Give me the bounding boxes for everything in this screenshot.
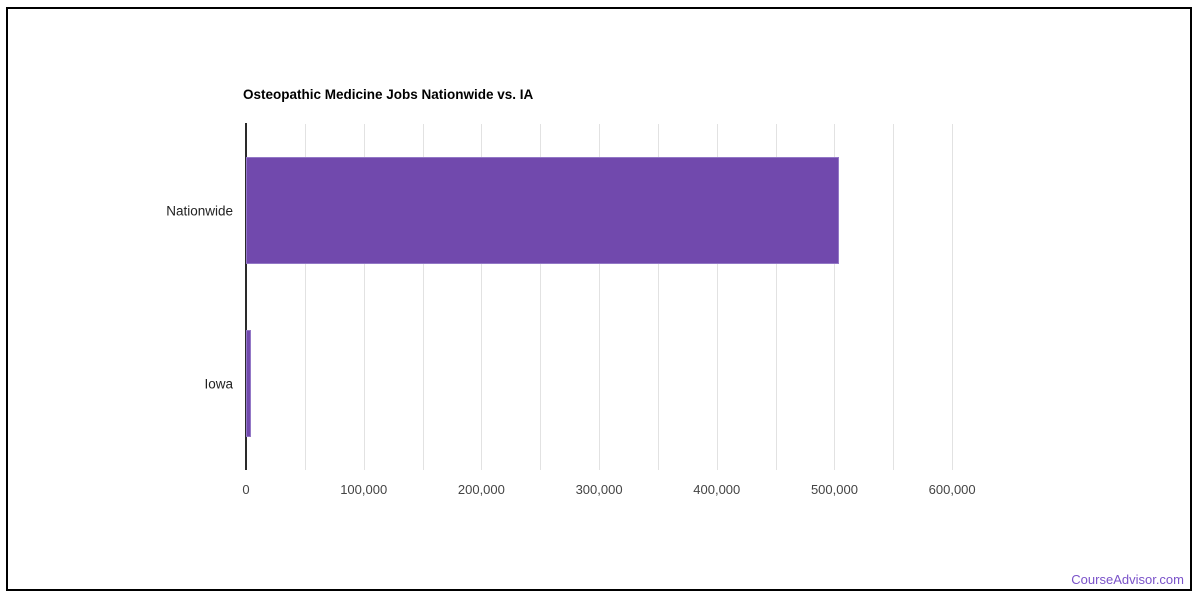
bar-iowa [246, 330, 251, 437]
gridline [540, 124, 542, 470]
bar-nationwide [246, 157, 840, 264]
gridline [775, 124, 777, 470]
x-tick-label: 200,000 [457, 482, 505, 497]
chart-title: Osteopathic Medicine Jobs Nationwide vs.… [243, 87, 534, 102]
gridline [422, 124, 424, 470]
gridline [599, 124, 601, 470]
gridline [481, 124, 483, 470]
gridline [893, 124, 895, 470]
x-tick-label: 0 [242, 482, 250, 497]
gridline [657, 124, 659, 470]
category-label-iowa: Iowa [204, 376, 233, 392]
y-axis-labels: Nationwide Iowa [0, 124, 233, 470]
category-label-nationwide: Nationwide [166, 203, 233, 219]
x-tick-label: 500,000 [810, 482, 858, 497]
x-tick-label: 400,000 [693, 482, 741, 497]
courseadvisor-link[interactable]: CourseAdvisor.com [1071, 572, 1184, 587]
x-tick-label: 100,000 [340, 482, 388, 497]
gridline [716, 124, 718, 470]
y-axis-line [245, 123, 247, 470]
gridline [952, 124, 954, 470]
gridline [363, 124, 365, 470]
x-tick-label: 600,000 [928, 482, 976, 497]
gridline [834, 124, 836, 470]
x-axis-labels: 0 100,000 200,000 300,000 400,000 500,000 600,… [242, 482, 1011, 502]
plot-area [245, 123, 1011, 470]
x-tick-label: 300,000 [575, 482, 623, 497]
gridline [304, 124, 306, 470]
